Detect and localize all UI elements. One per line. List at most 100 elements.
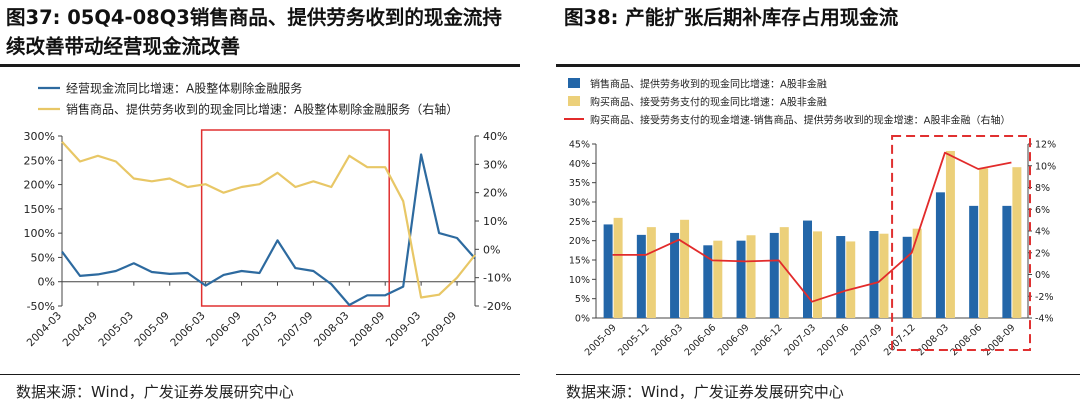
x-tick-label: 2005-12 xyxy=(616,322,652,358)
y-right-tick-label: 4% xyxy=(1035,227,1050,238)
bar-2 xyxy=(646,227,656,318)
bar-1 xyxy=(603,224,613,318)
bar-1 xyxy=(670,232,680,318)
bar-2 xyxy=(912,228,922,318)
x-tick-label: 2009-09 xyxy=(420,310,460,350)
chart-panel-left: 图37: 05Q4-08Q3销售商品、提供劳务收到的现金流持 续改善带动经营现金… xyxy=(0,0,520,407)
y-left-tick-label: 0% xyxy=(38,276,55,289)
bar-2 xyxy=(945,150,955,318)
legend-label-2: 销售商品、提供劳务收到的现金同比增速：A股整体剔除金融服务（右轴） xyxy=(66,102,458,117)
y-left-tick-label: 250% xyxy=(24,154,55,167)
chart-right: 销售商品、提供劳务收到的现金同比增速：A股非金融购买商品、接受劳务支付的现金同比… xyxy=(564,78,1056,358)
bar-2 xyxy=(1012,167,1022,318)
y-left-tick-label: 0% xyxy=(575,314,590,325)
source-note: 数据来源：Wind，广发证券发展研究中心 xyxy=(566,383,844,401)
x-tick-label: 2005-09 xyxy=(583,322,619,358)
y-right-tick-label: 6% xyxy=(1035,205,1050,216)
y-left-tick-label: 200% xyxy=(24,179,55,192)
x-tick-label: 2005-03 xyxy=(96,310,136,350)
y-left-tick-label: 35% xyxy=(569,178,590,189)
series-line-1 xyxy=(61,153,476,307)
x-tick-label: 2004-09 xyxy=(61,310,101,350)
legend-swatch-1 xyxy=(568,78,580,88)
x-tick-label: 2006-03 xyxy=(649,322,685,358)
title-divider xyxy=(0,64,520,67)
legend-label-1: 销售商品、提供劳务收到的现金同比增速：A股非金融 xyxy=(590,78,827,91)
bar-2 xyxy=(779,227,789,318)
y-right-tick-label: 20% xyxy=(483,187,507,200)
bar-1 xyxy=(869,231,879,318)
x-tick-label: 2006-03 xyxy=(168,310,208,350)
bar-2 xyxy=(846,241,856,318)
highlight-box xyxy=(891,135,1032,351)
y-left-tick-label: 30% xyxy=(569,198,590,209)
chart-left: 经营现金流同比增速：A股整体剔除金融服务销售商品、提供劳务收到的现金同比增速：A… xyxy=(24,81,512,350)
bar-1 xyxy=(636,234,646,318)
chart-title: 图38: 产能扩张后期补库存占用现金流 xyxy=(564,6,899,29)
source-divider xyxy=(556,374,1080,375)
x-tick-label: 2006-09 xyxy=(716,322,752,358)
y-right-tick-label: -4% xyxy=(1035,314,1054,325)
bar-2 xyxy=(713,240,723,318)
highlight-box xyxy=(200,129,390,307)
legend-swatch-2 xyxy=(568,96,580,106)
y-left-tick-label: 50% xyxy=(31,251,55,264)
y-left-tick-label: 100% xyxy=(24,227,55,240)
y-right-tick-label: 10% xyxy=(1035,161,1056,172)
x-tick-label: 2006-06 xyxy=(683,322,719,358)
bar-1 xyxy=(703,245,713,318)
x-tick-label: 2008-09 xyxy=(348,310,388,350)
x-tick-label: 2008-03 xyxy=(915,322,951,358)
x-tick-label: 2007-12 xyxy=(882,322,918,358)
y-right-tick-label: 40% xyxy=(483,130,507,143)
x-tick-label: 2008-09 xyxy=(982,322,1018,358)
x-tick-label: 2007-09 xyxy=(276,310,316,350)
y-left-tick-label: 300% xyxy=(24,130,55,143)
bar-1 xyxy=(769,232,779,318)
x-tick-label: 2008-06 xyxy=(948,322,984,358)
x-tick-label: 2007-09 xyxy=(849,322,885,358)
y-left-tick-label: 40% xyxy=(569,159,590,170)
chart-panel-right: 图38: 产能扩张后期补库存占用现金流 销售商品、提供劳务收到的现金同比增速：A… xyxy=(556,0,1080,407)
y-right-tick-label: 10% xyxy=(483,215,507,228)
x-tick-label: 2007-03 xyxy=(782,322,818,358)
y-left-tick-label: -50% xyxy=(27,300,55,313)
bar-1 xyxy=(902,236,912,318)
bar-1 xyxy=(836,236,846,318)
y-left-tick-label: 5% xyxy=(575,294,590,305)
x-tick-label: 2004-03 xyxy=(25,310,65,350)
chart-title-line2: 续改善带动经营现金流改善 xyxy=(6,35,241,58)
legend-label-2: 购买商品、接受劳务支付的现金同比增速：A股非金融 xyxy=(590,96,827,109)
source-note: 数据来源：Wind，广发证券发展研究中心 xyxy=(16,383,294,401)
x-tick-label: 2007-06 xyxy=(815,322,851,358)
bar-1 xyxy=(803,220,812,318)
x-tick-label: 2008-03 xyxy=(312,310,352,350)
bar-2 xyxy=(979,168,989,318)
y-right-tick-label: -10% xyxy=(483,272,511,285)
legend-label-1: 经营现金流同比增速：A股整体剔除金融服务 xyxy=(66,81,302,96)
y-left-tick-label: 20% xyxy=(569,236,590,247)
y-right-tick-label: 8% xyxy=(1035,183,1050,194)
legend-label-3: 购买商品、接受劳务支付的现金增速-销售商品、提供劳务收到的现金增速：A股非金融（… xyxy=(590,114,1010,127)
x-tick-label: 2006-09 xyxy=(204,310,244,350)
bar-2 xyxy=(879,233,889,318)
y-left-tick-label: 45% xyxy=(569,140,590,151)
y-right-tick-label: -20% xyxy=(483,300,511,313)
x-tick-label: 2006-12 xyxy=(749,322,785,358)
y-right-tick-label: -2% xyxy=(1035,292,1054,303)
y-left-tick-label: 25% xyxy=(569,217,590,228)
bar-1 xyxy=(1002,205,1012,318)
y-left-tick-label: 150% xyxy=(24,203,55,216)
y-left-tick-label: 10% xyxy=(569,275,590,286)
bar-1 xyxy=(935,192,945,318)
y-right-tick-label: 2% xyxy=(1035,248,1050,259)
x-tick-label: 2007-03 xyxy=(240,310,280,350)
bar-1 xyxy=(736,240,746,318)
source-divider xyxy=(0,374,520,375)
series-line-2 xyxy=(61,140,476,299)
bar-2 xyxy=(746,235,756,318)
y-right-tick-label: 0% xyxy=(483,243,500,256)
title-divider xyxy=(556,64,1080,67)
x-tick-label: 2009-03 xyxy=(384,310,424,350)
bar-2 xyxy=(613,217,623,318)
